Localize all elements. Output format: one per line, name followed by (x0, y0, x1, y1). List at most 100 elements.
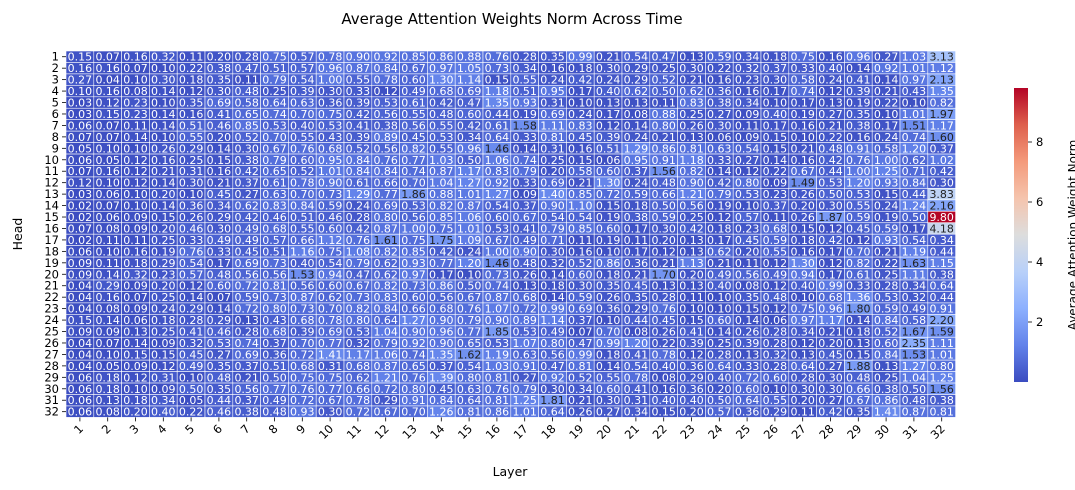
cell-value-label: 0.14 (95, 314, 120, 327)
cell-value-label: 1.12 (318, 234, 343, 247)
cell-value-label: 0.36 (179, 200, 204, 213)
cell-value-label: 0.24 (874, 200, 899, 213)
cell-value-label: 0.23 (763, 188, 788, 201)
cell-value-label: 0.84 (373, 165, 398, 178)
cell-value-label: 0.23 (123, 108, 148, 121)
cell-value-label: 0.15 (874, 188, 899, 201)
cell-value-label: 0.21 (679, 74, 704, 87)
cell-value-label: 0.76 (846, 154, 871, 167)
cell-value-label: 0.07 (123, 291, 148, 304)
cell-value-label: 1.35 (429, 348, 454, 361)
cell-value-label: 0.81 (262, 280, 287, 293)
cell-value-label: 0.47 (651, 51, 676, 64)
cell-value-label: 0.16 (207, 165, 232, 178)
cell-value-label: 0.72 (373, 383, 398, 396)
cell-value-label: 1.87 (818, 211, 843, 224)
cell-value-label: 1.17 (457, 165, 482, 178)
cell-value-label: 0.86 (596, 257, 621, 270)
cell-value-label: 0.49 (540, 326, 565, 339)
cell-value-label: 0.22 (818, 131, 843, 144)
cell-value-label: 0.90 (485, 314, 510, 327)
cell-value-label: 0.80 (540, 337, 565, 350)
cell-value-label: 1.06 (457, 211, 482, 224)
y-tick-label: 32 (44, 405, 59, 419)
cell-value-label: 0.16 (95, 165, 120, 178)
cell-value-label: 0.40 (707, 280, 732, 293)
cell-value-label: 0.82 (679, 165, 704, 178)
cell-value-label: 0.86 (874, 394, 899, 407)
cell-value-label: 0.63 (707, 142, 732, 155)
cell-value-label: 0.74 (790, 85, 815, 98)
x-tick-label: 23 (677, 422, 697, 442)
cell-value-label: 0.60 (485, 211, 510, 224)
cell-value-label: 0.72 (290, 394, 315, 407)
cell-value-label: 0.31 (540, 142, 565, 155)
cell-value-label: 0.32 (763, 348, 788, 361)
cell-value-label: 0.13 (846, 337, 871, 350)
cell-value-label: 0.84 (346, 154, 371, 167)
cell-value-label: 0.14 (596, 360, 621, 373)
cell-value-label: 0.16 (540, 62, 565, 75)
cell-value-label: 0.76 (457, 303, 482, 316)
cell-value-label: 0.33 (735, 360, 760, 373)
cell-value-label: 0.46 (207, 326, 232, 339)
cell-value-label: 0.62 (373, 268, 398, 281)
cell-value-label: 0.44 (929, 245, 954, 258)
cell-value-label: 0.79 (512, 165, 537, 178)
cell-value-label: 0.40 (651, 360, 676, 373)
cell-value-label: 1.04 (429, 177, 454, 190)
cell-value-label: 0.47 (457, 97, 482, 110)
cell-value-label: 0.89 (373, 131, 398, 144)
cell-value-label: 0.86 (429, 51, 454, 64)
cell-value-label: 0.16 (68, 62, 93, 75)
cell-value-label: 0.33 (846, 280, 871, 293)
cell-value-label: 0.05 (68, 142, 93, 155)
cell-value-label: 0.20 (707, 383, 732, 396)
cell-value-label: 0.87 (346, 62, 371, 75)
cell-value-label: 0.14 (151, 177, 176, 190)
cell-value-label: 0.33 (207, 245, 232, 258)
cell-value-label: 1.67 (902, 326, 927, 339)
cell-value-label: 0.26 (568, 406, 593, 419)
cell-value-label: 0.50 (651, 85, 676, 98)
cell-value-label: 0.34 (512, 62, 537, 75)
cell-value-label: 0.42 (234, 211, 259, 224)
cell-value-label: 0.62 (346, 371, 371, 384)
cell-value-label: 0.02 (68, 200, 93, 213)
cell-value-label: 0.47 (568, 337, 593, 350)
cell-value-label: 0.10 (123, 383, 148, 396)
cell-value-label: 1.19 (485, 348, 510, 361)
cell-value-label: 0.44 (624, 314, 649, 327)
cell-value-label: 3.13 (929, 51, 954, 64)
cell-value-label: 0.77 (318, 337, 343, 350)
cell-value-label: 0.26 (512, 268, 537, 281)
cell-value-label: 0.09 (95, 326, 120, 339)
x-tick-label: 15 (455, 422, 475, 442)
cell-value-label: 0.08 (95, 303, 120, 316)
cell-value-label: 0.70 (262, 131, 287, 144)
x-tick-label: 32 (928, 422, 948, 442)
cell-value-label: 0.78 (318, 314, 343, 327)
cell-value-label: 0.81 (568, 360, 593, 373)
cell-value-label: 0.20 (207, 51, 232, 64)
cell-value-label: 0.44 (818, 165, 843, 178)
cell-value-label: 0.67 (512, 211, 537, 224)
cell-value-label: 0.49 (902, 303, 927, 316)
x-tick-label: 4 (154, 422, 169, 437)
cell-value-label: 0.06 (596, 154, 621, 167)
cell-value-label: 1.62 (457, 348, 482, 361)
cell-value-label: 1.09 (457, 234, 482, 247)
cell-value-label: 0.45 (401, 131, 426, 144)
cell-value-label: 0.87 (457, 200, 482, 213)
cell-value-label: 0.16 (95, 62, 120, 75)
cell-value-label: 0.29 (179, 142, 204, 155)
cell-value-label: 0.38 (707, 97, 732, 110)
cell-value-label: 0.20 (790, 200, 815, 213)
x-tick-label: 27 (789, 422, 809, 442)
cell-value-label: 0.83 (262, 200, 287, 213)
cell-value-label: 0.42 (457, 119, 482, 132)
cell-value-label: 0.27 (596, 406, 621, 419)
cell-value-label: 0.45 (651, 314, 676, 327)
cell-value-label: 0.89 (512, 314, 537, 327)
cell-value-label: 0.17 (790, 97, 815, 110)
